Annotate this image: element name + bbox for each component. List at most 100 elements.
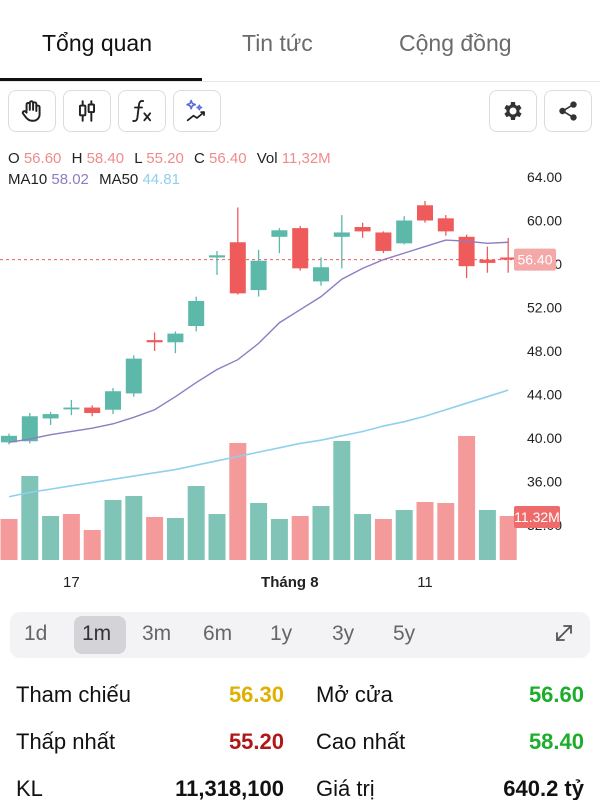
tab-overview[interactable]: Tổng quan	[42, 30, 152, 56]
ma50-value: 44.81	[142, 171, 180, 188]
volume-bar	[333, 441, 351, 560]
ma-readout: MA10 58.02 MA50 44.81	[8, 171, 186, 188]
timeframe-1y[interactable]: 1y	[270, 622, 293, 645]
y-tick-label: 52.00	[527, 300, 562, 316]
volume-bar	[208, 514, 226, 560]
reference-label: Tham chiếu	[16, 682, 131, 707]
tab-bar: Tổng quan Tin tức Cộng đồng	[0, 0, 600, 82]
candle-body	[84, 407, 101, 413]
candle-body	[500, 257, 517, 260]
price-tag-bg	[514, 248, 556, 271]
volume-stat-value: 11,318,100	[175, 776, 284, 800]
volume-tag-bg	[514, 506, 560, 528]
timeframe-1d[interactable]: 1d	[24, 622, 48, 645]
timeframe-3y[interactable]: 3y	[332, 622, 355, 645]
timeframe-6m[interactable]: 6m	[203, 622, 233, 645]
ohlc-readout: O 56.60 H 58.40 L 55.20 C 56.40 Vol 11,3…	[8, 150, 337, 167]
candle-body	[42, 414, 59, 419]
volume-bar	[499, 516, 517, 560]
ma10-label: MA10	[8, 171, 48, 188]
expand-icon[interactable]	[552, 621, 576, 645]
candle-body	[396, 220, 413, 244]
timeframe-active-indicator	[74, 616, 126, 654]
candle-body	[63, 407, 80, 410]
close-label: C	[193, 150, 205, 167]
candle-body	[354, 227, 371, 232]
drawing-tool-button[interactable]	[173, 90, 221, 132]
candle-body	[479, 259, 496, 263]
ma50-line	[8, 389, 509, 498]
candle-body	[417, 205, 433, 221]
hand-tool-button[interactable]	[8, 90, 56, 132]
gear-icon	[504, 102, 522, 120]
timeframe-5y[interactable]: 5y	[393, 622, 416, 645]
volume-bar	[0, 519, 18, 560]
candle-body	[375, 232, 392, 251]
price-chart[interactable]: 64.0060.0056.0052.0048.0044.0040.0036.00…	[0, 160, 600, 600]
volume-bar	[83, 530, 101, 560]
settings-button[interactable]	[489, 90, 537, 132]
candle-body	[313, 267, 329, 282]
candle-body	[209, 255, 225, 258]
ma10-line	[8, 239, 509, 444]
share-icon	[559, 101, 577, 121]
indicator-button[interactable]	[118, 90, 166, 132]
volume-bar	[437, 503, 455, 560]
candle-body	[125, 358, 142, 394]
high-value: 58.40	[86, 150, 125, 167]
ma10-value: 58.02	[51, 171, 89, 188]
candle-body	[292, 228, 309, 269]
candle-body	[229, 242, 246, 294]
close-value: 56.40	[209, 150, 247, 167]
volume-stat-label: KL	[16, 776, 43, 800]
volume-bar	[42, 516, 60, 560]
candlestick-icon	[78, 100, 96, 122]
timeframe-1m[interactable]: 1m	[82, 622, 112, 645]
tab-news[interactable]: Tin tức	[242, 30, 313, 56]
high-price-label: Cao nhất	[316, 729, 406, 754]
volume-bar	[374, 519, 392, 560]
y-tick-label: 44.00	[527, 387, 562, 403]
timeframe-3m[interactable]: 3m	[142, 622, 172, 645]
trade-value-label: Giá trị	[316, 776, 375, 800]
volume-bar	[125, 496, 143, 560]
volume-bar	[21, 476, 39, 560]
volume-bar	[458, 436, 476, 560]
candle-body	[437, 218, 454, 232]
ma50-label: MA50	[99, 171, 139, 188]
active-tab-indicator	[0, 78, 202, 81]
y-tick-label: 60.00	[527, 213, 562, 229]
y-tick-label: 36.00	[527, 474, 562, 490]
candle-body	[250, 260, 267, 291]
volume-bar	[478, 510, 496, 560]
volume-bar	[146, 517, 164, 560]
open-price-value: 56.60	[528, 682, 584, 707]
open-label: O	[8, 150, 20, 167]
candle-body	[271, 230, 288, 237]
volume-bar	[104, 500, 122, 560]
x-axis-label: 11	[417, 574, 433, 591]
y-tick-label: 64.00	[527, 169, 562, 185]
candle-body	[105, 391, 121, 410]
function-icon	[132, 100, 152, 122]
current-volume-tag: 11.32M	[514, 509, 560, 525]
volume-bar	[416, 502, 434, 560]
candle-body	[146, 340, 163, 343]
low-value: 55.20	[146, 150, 184, 167]
volume-bar	[270, 519, 288, 560]
volume-bar	[62, 514, 80, 560]
tab-community[interactable]: Cộng đồng	[399, 30, 512, 56]
y-tick-label: 48.00	[527, 343, 562, 359]
open-value: 56.60	[23, 150, 62, 167]
candle-body	[333, 232, 350, 237]
sparkle-draw-icon	[186, 99, 205, 122]
hand-icon	[21, 100, 41, 122]
candle-body	[188, 300, 205, 326]
chart-type-button[interactable]	[63, 90, 111, 132]
current-price-tag: 56.40	[517, 252, 552, 268]
volume-bar	[291, 516, 309, 560]
x-axis-label: Tháng 8	[261, 574, 319, 591]
volume-bar	[187, 486, 205, 560]
share-button[interactable]	[544, 90, 592, 132]
candle-body	[1, 435, 17, 443]
